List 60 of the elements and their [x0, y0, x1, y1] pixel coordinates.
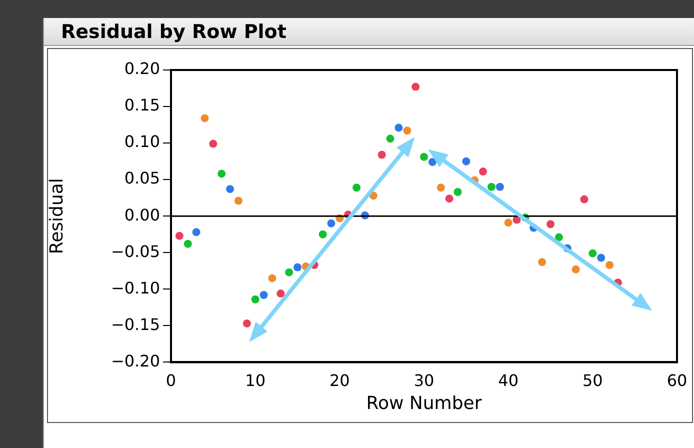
x-axis-title: Row Number — [366, 392, 482, 414]
point — [445, 194, 454, 203]
point — [554, 233, 563, 242]
y-tick-label: 0.05 — [124, 168, 160, 188]
point — [420, 152, 428, 161]
y-tick-label: 0.20 — [124, 59, 160, 78]
y-tick-label: −0.05 — [110, 242, 160, 261]
point — [200, 114, 209, 122]
point — [546, 220, 554, 228]
y-axis-title: Residual — [46, 178, 68, 254]
point — [352, 184, 361, 192]
x-tick-label: 50 — [582, 370, 603, 390]
point — [285, 268, 294, 276]
x-tick-label: 20 — [329, 370, 350, 390]
point — [276, 290, 285, 298]
point — [394, 124, 403, 132]
point — [294, 263, 302, 272]
y-tick-label: 0.00 — [124, 205, 160, 224]
point — [386, 134, 394, 143]
point — [378, 150, 386, 159]
point — [436, 184, 445, 192]
point — [496, 182, 504, 191]
point — [412, 82, 420, 91]
point — [428, 158, 436, 166]
x-tick-label: 30 — [414, 370, 434, 390]
x-tick-label: 10 — [245, 370, 266, 390]
point — [260, 290, 268, 299]
point — [606, 261, 614, 270]
point — [487, 182, 496, 191]
point — [327, 219, 336, 228]
point — [462, 157, 470, 166]
y-tick-label: 0.15 — [124, 96, 160, 115]
point — [184, 240, 192, 248]
x-tick-label: 60 — [666, 370, 688, 390]
point — [209, 140, 218, 148]
point — [175, 232, 184, 240]
chart-title: Residual by Row Plot — [61, 20, 286, 42]
point — [403, 126, 412, 135]
point — [538, 258, 546, 266]
y-tick-label: −0.15 — [110, 314, 160, 334]
point — [192, 228, 200, 236]
point — [242, 319, 251, 328]
x-tick-label: 0 — [166, 370, 176, 390]
point — [597, 254, 606, 262]
point — [588, 249, 597, 258]
point — [572, 265, 580, 274]
point — [454, 188, 462, 196]
point — [318, 230, 327, 238]
point — [251, 295, 260, 304]
y-tick-label: −0.20 — [110, 351, 160, 370]
point — [479, 168, 488, 176]
point — [504, 218, 512, 227]
point — [218, 170, 226, 178]
point — [234, 196, 242, 205]
y-tick-label: 0.10 — [124, 132, 160, 152]
point — [268, 274, 276, 282]
point — [226, 185, 234, 194]
point — [580, 195, 588, 204]
y-tick-label: −0.10 — [110, 278, 160, 298]
x-tick-label: 40 — [498, 370, 519, 390]
